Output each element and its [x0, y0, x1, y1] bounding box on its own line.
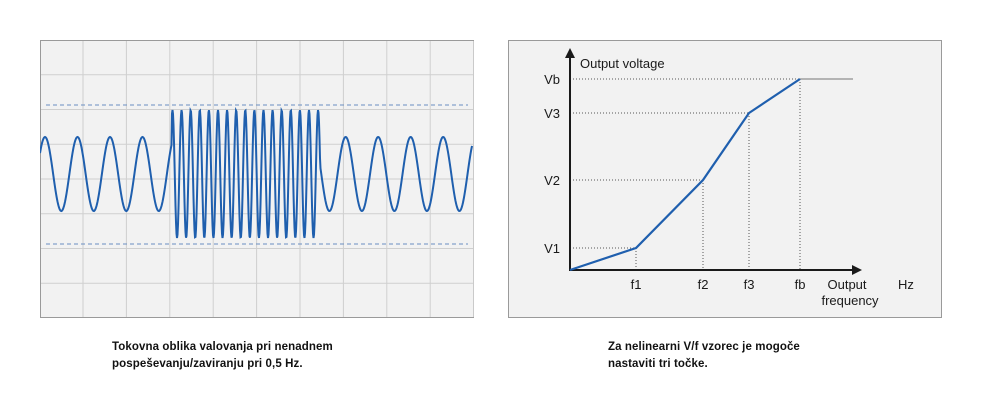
right-figure-caption: Za nelinearni V/f vzorec je mogoče nasta…	[608, 339, 928, 373]
right-caption-line-1: Za nelinearni V/f vzorec je mogoče	[608, 341, 800, 353]
tick-label-v3: V3	[544, 106, 560, 121]
left-figure-caption: Tokovna oblika valovanja pri nenadnem po…	[112, 339, 442, 373]
tick-label-f3: f3	[744, 277, 755, 292]
tick-label-vb: Vb	[544, 72, 560, 87]
x-unit-label: Hz	[898, 277, 914, 292]
vf-curve	[569, 78, 801, 272]
x-axis-label-line1: Output	[827, 277, 866, 292]
tick-label-f1: f1	[631, 277, 642, 292]
x-axis-label-line2: frequency	[821, 293, 879, 308]
tick-label-f2: f2	[698, 277, 709, 292]
tick-label-fb: fb	[795, 277, 806, 292]
tick-label-v2: V2	[544, 173, 560, 188]
left-caption-line-1: Tokovna oblika valovanja pri nenadnem	[112, 341, 333, 353]
vf-pattern-diagram: Output voltage Vb V3 V2 V1 f1 f2 f3 fb O…	[508, 40, 942, 318]
waveform-oscilloscope	[40, 40, 474, 318]
current-waveform	[40, 106, 473, 239]
left-caption-line-2: pospeševanju/zaviranju pri 0,5 Hz.	[112, 358, 303, 370]
diagram-background	[508, 40, 942, 318]
right-caption-line-2: nastaviti tri točke.	[608, 358, 708, 370]
tick-label-v1: V1	[544, 241, 560, 256]
y-axis-label: Output voltage	[580, 56, 665, 71]
